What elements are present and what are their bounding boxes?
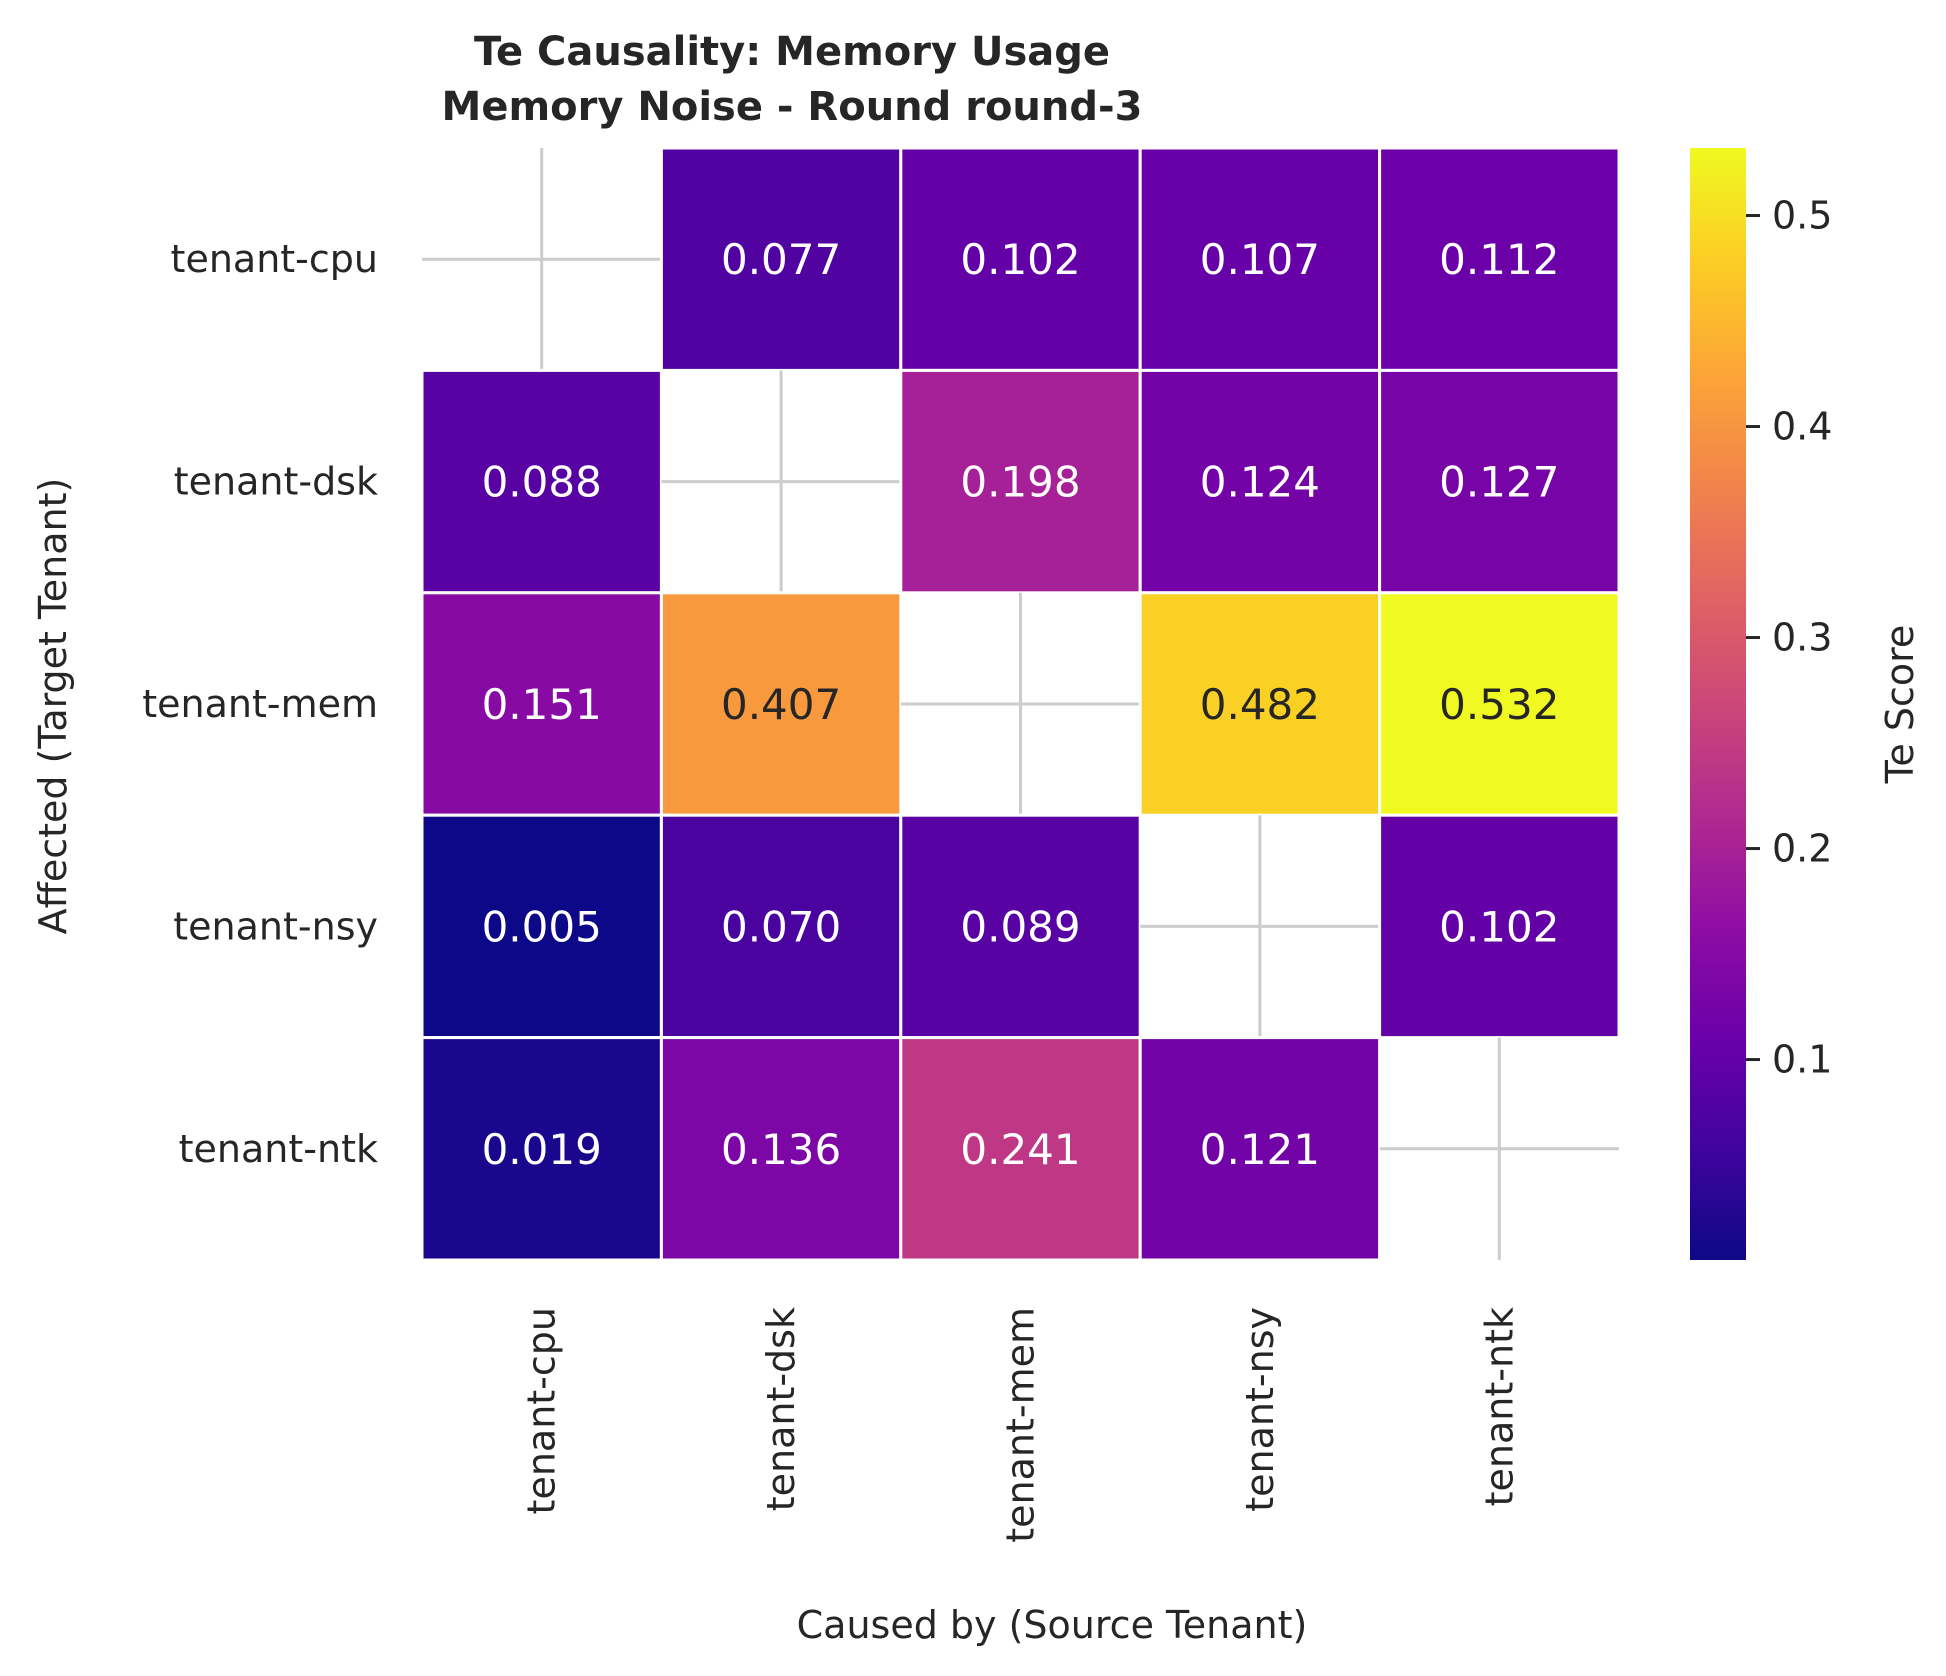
cell-value-label: 0.102 xyxy=(960,235,1080,284)
cell-value-label: 0.407 xyxy=(721,680,841,729)
heatmap-cell xyxy=(899,1036,1142,1262)
cell-value-label: 0.127 xyxy=(1439,458,1559,507)
heatmap-cell xyxy=(659,591,903,817)
cell-value-label: 0.241 xyxy=(960,1125,1080,1174)
x-tick-label: tenant-ntk xyxy=(1477,1307,1521,1506)
cell-value-label: 0.532 xyxy=(1439,680,1559,729)
heatmap-cell xyxy=(1138,1036,1382,1262)
heatmap-cell xyxy=(659,1036,903,1262)
cell-value-label: 0.070 xyxy=(721,902,841,951)
y-tick-label: tenant-mem xyxy=(142,682,378,726)
y-tick-label: tenant-nsy xyxy=(173,904,378,948)
heatmap-cell xyxy=(659,146,903,372)
x-tick-label: tenant-cpu xyxy=(520,1307,564,1514)
cell-value-label: 0.102 xyxy=(1439,902,1559,951)
cell-value-label: 0.077 xyxy=(721,235,841,284)
colorbar-tick-label: 0.5 xyxy=(1772,194,1832,238)
heatmap-cell xyxy=(1378,146,1621,372)
cell-value-label: 0.121 xyxy=(1200,1125,1320,1174)
cell-value-label: 0.482 xyxy=(1200,680,1320,729)
heatmap-cell xyxy=(420,591,663,817)
heatmap-cell xyxy=(1138,591,1382,817)
heatmap-cell xyxy=(1378,591,1621,817)
heatmap-cell xyxy=(1378,813,1621,1040)
cell-value-label: 0.005 xyxy=(482,902,602,951)
colorbar-tick-label: 0.4 xyxy=(1772,405,1832,449)
colorbar-label: Te Score xyxy=(1878,625,1922,785)
cell-value-label: 0.151 xyxy=(482,680,602,729)
cell-value-label: 0.089 xyxy=(960,902,1080,951)
heatmap-cell xyxy=(420,813,663,1040)
colorbar-tick-label: 0.2 xyxy=(1772,827,1832,871)
x-tick-labels: tenant-cpu tenant-dsk tenant-mem tenant-nsy… xyxy=(520,1307,1522,1543)
cell-value-label: 0.107 xyxy=(1200,235,1320,284)
cell-value-label: 0.019 xyxy=(482,1125,602,1174)
y-axis-label: Affected (Target Tenant) xyxy=(31,478,75,935)
heatmap-cells: 0.077 0.102 0.107 0.112 0.088 0.198 0.124 0.127… xyxy=(420,146,1621,1262)
heatmap-cell xyxy=(659,813,903,1040)
heatmap-cell xyxy=(899,146,1142,372)
y-tick-labels: tenant-cpu tenant-dsk tenant-mem tenant-nsy… xyxy=(142,237,378,1171)
colorbar xyxy=(1690,148,1746,1260)
chart-title: Te Causality: Memory Usage xyxy=(474,29,1110,75)
x-tick-label: tenant-dsk xyxy=(759,1307,803,1511)
x-tick-label: tenant-mem xyxy=(999,1307,1043,1543)
colorbar-tick-label: 0.3 xyxy=(1772,616,1832,660)
heatmap-cell xyxy=(420,1036,663,1262)
colorbar-tick-label: 0.1 xyxy=(1772,1038,1832,1082)
cell-value-label: 0.198 xyxy=(960,458,1080,507)
heatmap-cell xyxy=(899,368,1142,595)
cell-value-label: 0.112 xyxy=(1439,235,1559,284)
cell-value-label: 0.088 xyxy=(482,458,602,507)
x-axis-label: Caused by (Source Tenant) xyxy=(797,1603,1308,1647)
chart-subtitle: Memory Noise - Round round-3 xyxy=(442,84,1143,130)
cell-value-label: 0.124 xyxy=(1200,458,1320,507)
y-tick-label: tenant-ntk xyxy=(179,1127,378,1171)
heatmap-cell xyxy=(1378,368,1621,595)
heatmap-cell xyxy=(1138,146,1382,372)
y-tick-label: tenant-dsk xyxy=(174,460,378,504)
colorbar-ticks: 0.1 0.2 0.3 0.4 0.5 xyxy=(1746,194,1832,1082)
x-tick-label: tenant-nsy xyxy=(1238,1307,1282,1512)
cell-value-label: 0.136 xyxy=(721,1125,841,1174)
y-tick-label: tenant-cpu xyxy=(171,237,378,281)
